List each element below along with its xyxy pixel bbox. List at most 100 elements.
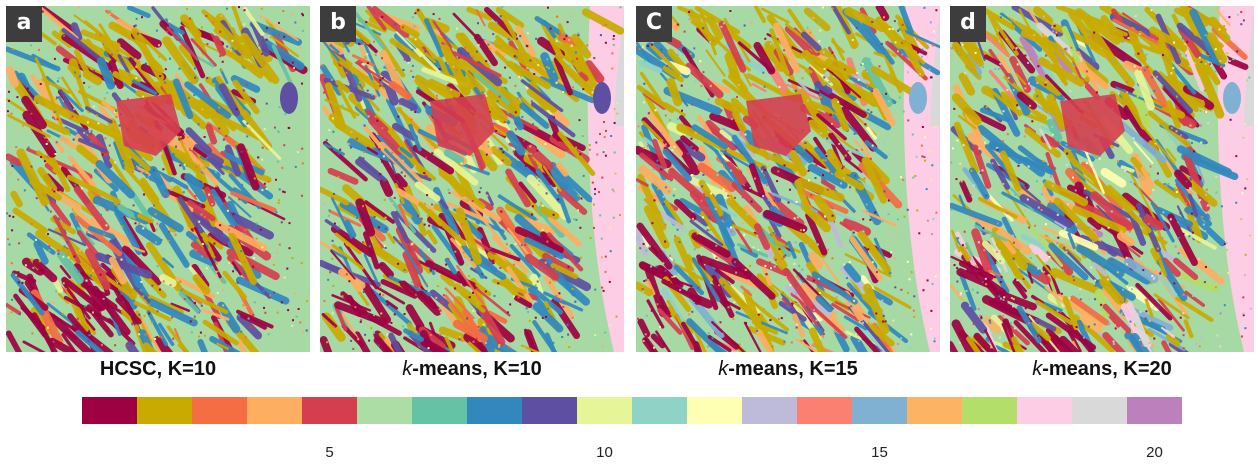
cluster-speckle [447,258,450,261]
cluster-map-kmeans-k10: b [320,6,624,352]
cluster-speckle [1244,253,1247,256]
cluster-speckle [373,331,376,334]
cluster-speckle [773,265,776,268]
cluster-speckle [956,280,959,283]
cluster-speckle [702,27,705,30]
cluster-speckle [1016,104,1019,107]
cluster-speckle [568,65,571,67]
cluster-speckle [74,71,77,74]
cluster-speckle [164,68,167,71]
colorbar-swatch-18 [1017,397,1072,424]
cluster-streak [96,56,116,90]
cluster-streak [456,265,485,305]
cluster-speckle [366,53,369,56]
cluster-streak [743,321,762,352]
cluster-speckle [691,103,694,106]
cluster-region [593,82,611,114]
cluster-speckle [195,166,197,169]
cluster-streak [455,32,481,62]
cluster-speckle [366,89,369,92]
cluster-speckle [1002,298,1005,301]
cluster-speckle [1219,312,1222,315]
cluster-speckle [41,137,44,140]
cluster-speckle [602,24,605,27]
cluster-speckle [138,333,141,336]
cluster-streak [875,6,890,22]
cluster-speckle [379,84,382,87]
cluster-speckle [795,323,798,326]
cluster-speckle [97,171,100,174]
cluster-speckle [1205,343,1208,346]
cluster-speckle [612,38,615,41]
cluster-speckle [30,112,33,115]
cluster-streak [181,289,229,315]
cluster-speckle [903,215,906,218]
cluster-streak [747,325,786,346]
cluster-streak [1168,125,1189,140]
cluster-speckle [472,340,475,343]
cluster-speckle [579,226,582,229]
cluster-speckle [154,213,157,216]
cluster-speckle [829,131,832,134]
cluster-streak [1100,167,1127,188]
cluster-speckle [272,263,275,266]
cluster-streak [1019,35,1049,81]
cluster-streak [130,145,154,162]
cluster-speckle [1223,25,1226,28]
cluster-speckle [676,118,679,121]
cluster-speckle [1133,65,1136,68]
cluster-streak [1123,257,1159,284]
cluster-streak [638,60,663,74]
cluster-speckle [934,125,937,128]
cluster-speckle [1083,187,1086,190]
cluster-streak [362,231,380,270]
cluster-streak [88,225,116,240]
cluster-speckle [55,290,58,293]
cluster-speckle [260,7,263,10]
cluster-speckle [1189,178,1192,181]
cluster-speckle [59,195,62,198]
cluster-streak [1074,181,1095,213]
cluster-streak [320,37,340,62]
cluster-speckle [428,224,431,227]
cluster-speckle [1178,100,1181,103]
cluster-speckle [214,253,217,256]
cluster-speckle [506,311,509,314]
cluster-speckle [63,35,65,37]
cluster-speckle [734,261,736,264]
cluster-speckle [488,263,490,266]
cluster-speckle [923,156,926,158]
cluster-speckle [723,165,725,168]
cluster-speckle [768,261,771,264]
cluster-speckle [427,347,430,350]
cluster-streak [216,342,230,350]
cluster-speckle [78,6,81,9]
cluster-speckle [423,172,426,174]
cluster-speckle [732,318,735,321]
caption-text: HCSC, K=10 [99,358,217,380]
cluster-streak [230,74,261,93]
cluster-speckle [1137,271,1140,274]
cluster-speckle [567,265,570,268]
cluster-streak [444,257,457,275]
cluster-speckle [594,334,597,337]
cluster-speckle [867,248,870,251]
cluster-speckle [131,322,134,325]
cluster-streak [334,232,362,255]
cluster-speckle [973,83,976,86]
cluster-speckle [963,230,966,233]
cluster-streak [763,209,808,233]
cluster-speckle [1188,235,1191,238]
cluster-speckle [722,22,725,25]
cluster-speckle [524,164,527,167]
cluster-speckle [42,35,45,38]
cluster-speckle [741,196,744,199]
cluster-streak [209,158,224,169]
cluster-streak [398,97,418,111]
cluster-streak [495,6,525,29]
cluster-speckle [1125,256,1128,259]
cluster-speckle [611,67,614,70]
cluster-speckle [38,48,40,51]
cluster-speckle [968,304,971,307]
cluster-speckle [381,57,383,60]
